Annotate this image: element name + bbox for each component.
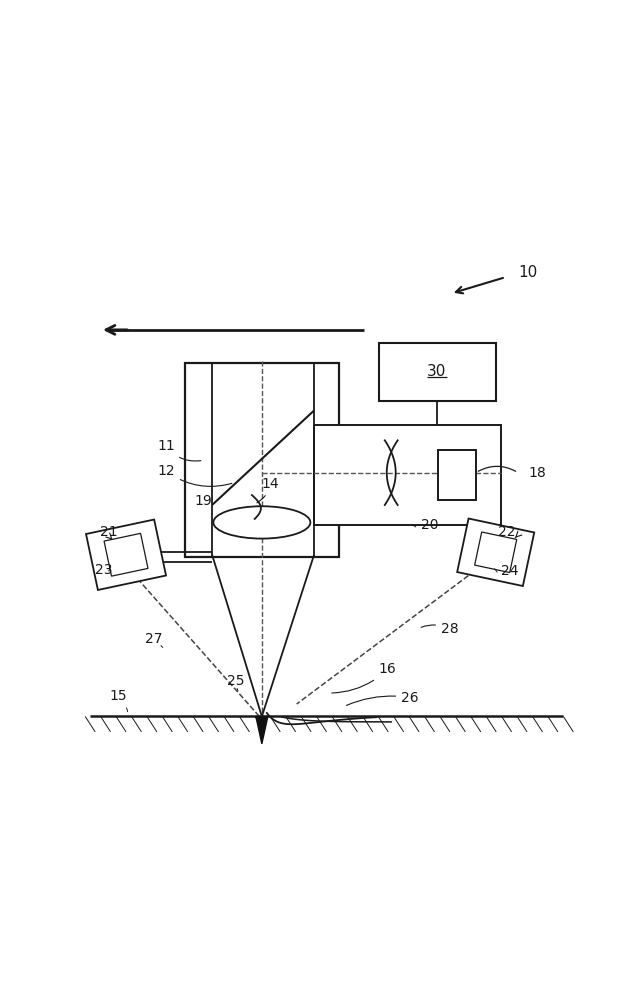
Bar: [379, 343, 496, 401]
Ellipse shape: [213, 506, 310, 539]
Text: 14: 14: [257, 477, 279, 503]
Bar: [474, 532, 517, 573]
Bar: [457, 519, 534, 586]
Text: 20: 20: [421, 518, 438, 532]
Bar: [314, 425, 501, 525]
Text: 28: 28: [421, 622, 458, 636]
Text: 16: 16: [332, 662, 397, 693]
Text: 26: 26: [347, 691, 419, 705]
Text: 25: 25: [227, 674, 245, 688]
Text: 12: 12: [157, 464, 232, 486]
Bar: [86, 520, 166, 590]
Text: 24: 24: [501, 564, 518, 578]
Text: 22: 22: [498, 525, 516, 539]
Text: 10: 10: [518, 265, 537, 280]
Bar: [185, 363, 339, 557]
Bar: [104, 533, 148, 576]
Text: 15: 15: [109, 689, 126, 703]
Polygon shape: [256, 716, 268, 744]
Text: 19: 19: [195, 494, 213, 508]
Text: 30: 30: [428, 364, 447, 379]
Text: 18: 18: [528, 466, 546, 480]
Text: 23: 23: [95, 563, 113, 577]
Text: 11: 11: [157, 439, 201, 461]
Text: 27: 27: [145, 632, 162, 646]
Text: 21: 21: [100, 525, 117, 539]
Bar: [438, 450, 476, 500]
